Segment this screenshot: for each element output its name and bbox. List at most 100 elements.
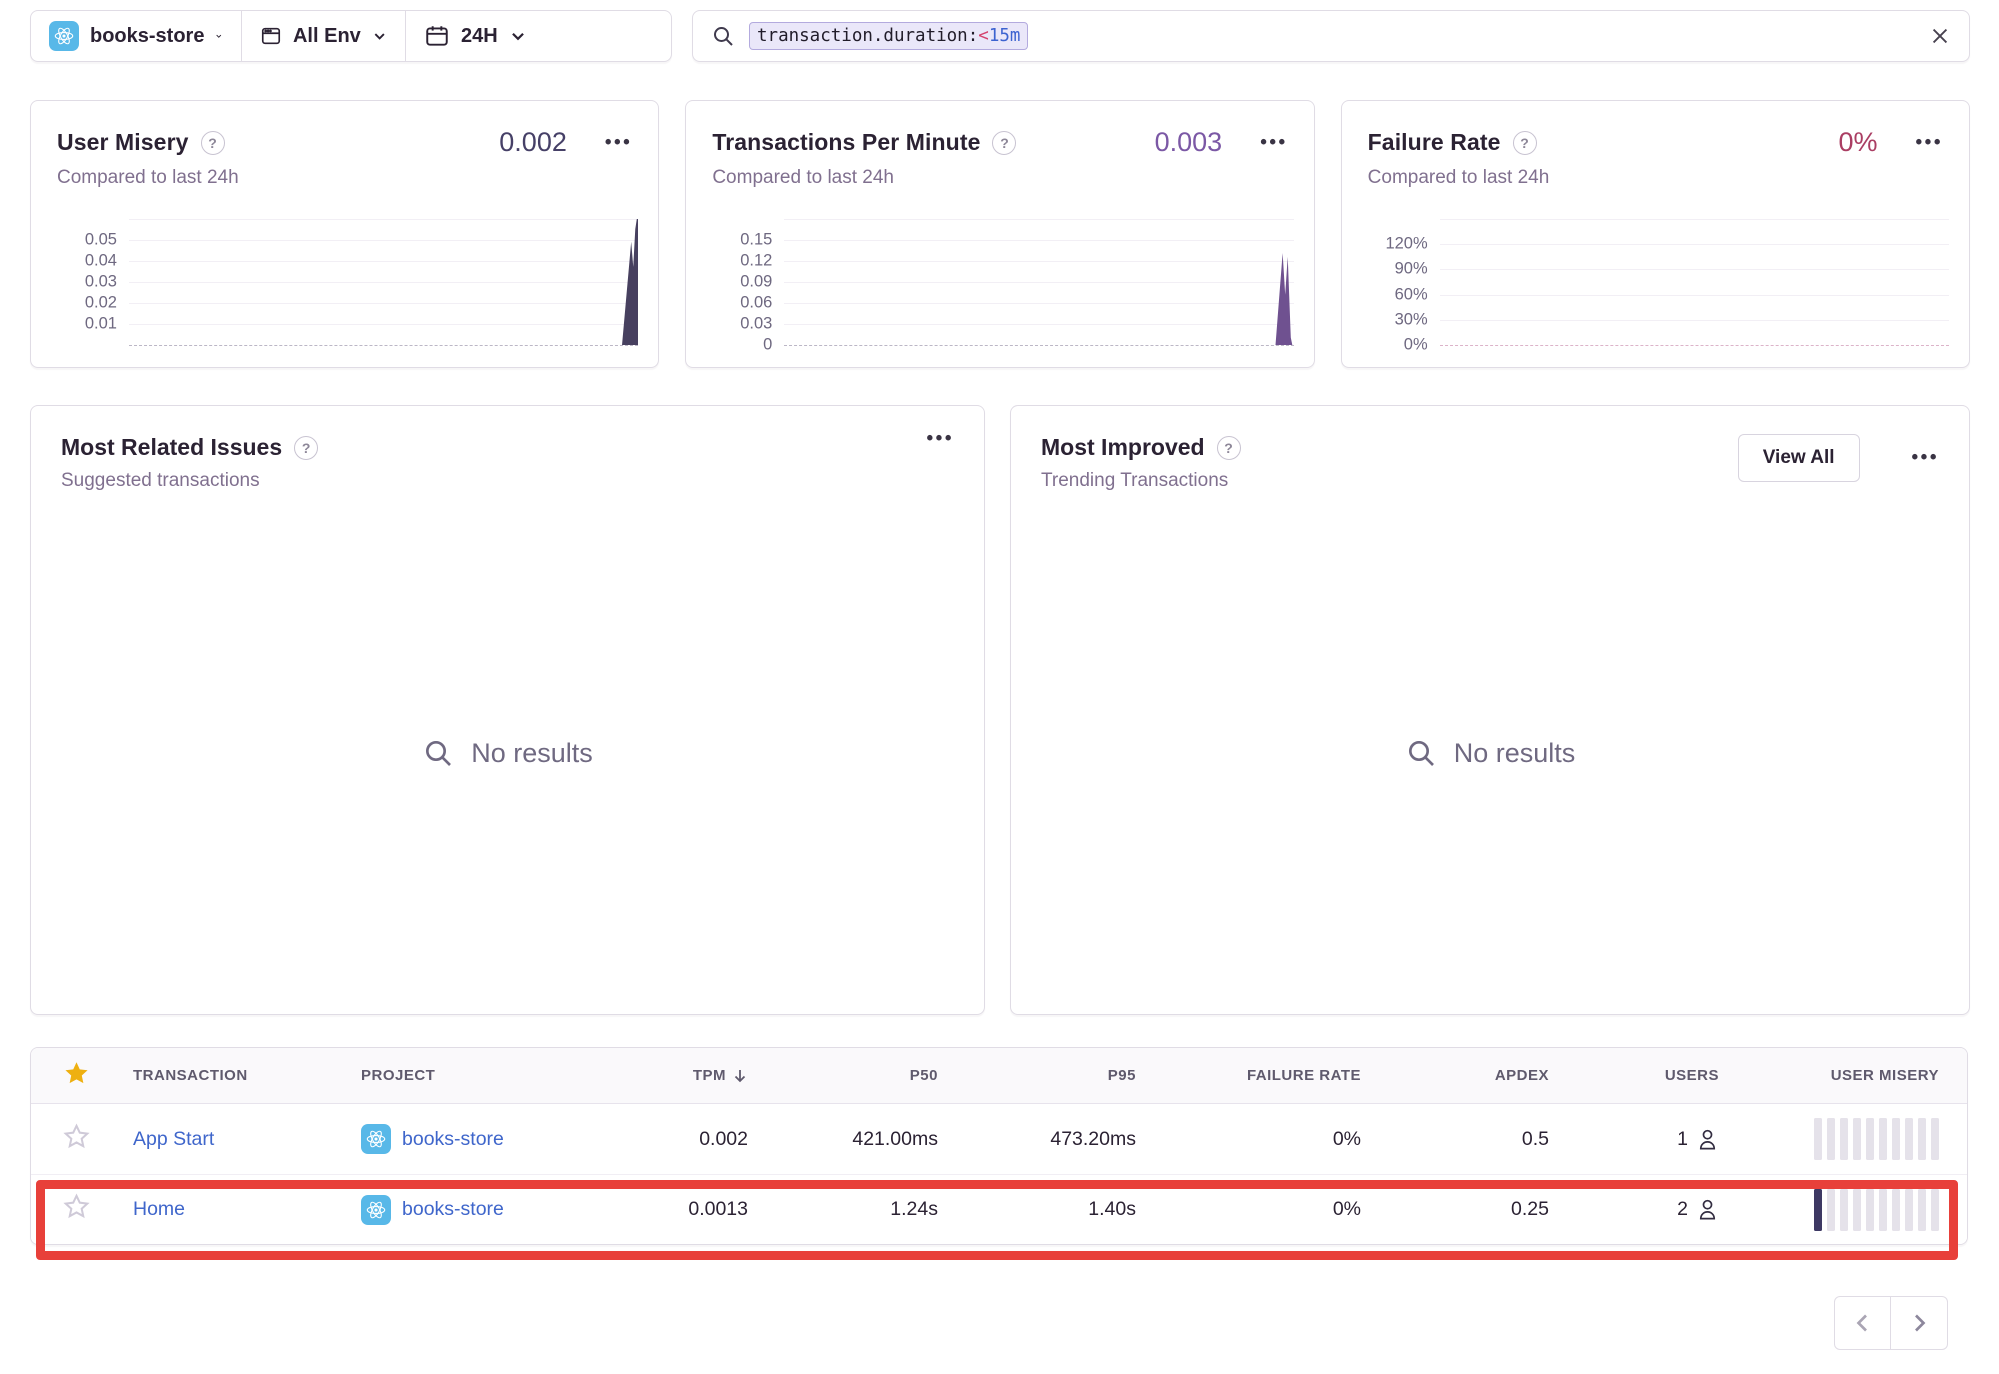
misery-bar [1918,1188,1926,1231]
failure-rate-value: 0% [1332,1198,1361,1220]
user-icon [1699,1129,1716,1149]
col-failure-rate[interactable]: FAILURE RATE [1246,1067,1361,1084]
page-filter-bar: books-store All Env 24H transaction.dura… [30,10,1970,62]
user-misery-bars [1814,1118,1967,1160]
col-transaction[interactable]: TRANSACTION [133,1067,248,1084]
y-axis-tick-label: 0.12 [740,251,773,270]
chart-gridline [129,219,639,220]
browser-window-icon [261,27,281,45]
project-link[interactable]: books-store [402,1127,504,1150]
chart-previous-period-baseline [129,345,639,346]
card-menu-ellipsis-icon[interactable]: ••• [1915,131,1943,153]
panel-menu-ellipsis-icon[interactable]: ••• [1911,447,1939,468]
card-chart-yaxis: 120% 90% 60% 30% 0% [1366,219,1440,354]
view-all-button[interactable]: View All [1737,434,1860,482]
misery-bar [1905,1188,1913,1231]
col-apdex[interactable]: APDEX [1494,1067,1549,1084]
col-user-misery[interactable]: USER MISERY [1830,1067,1939,1084]
card-transactions-per-minute: Transactions Per Minute ? 0.003 ••• Comp… [685,100,1315,368]
favorite-star-icon[interactable] [62,1193,90,1220]
environment-name: All Env [292,24,361,47]
misery-bar [1931,1188,1939,1231]
chart-gridline [784,303,1294,304]
misery-bar [1853,1118,1861,1160]
search-token[interactable]: transaction.duration:<15m [749,22,1029,50]
row-favorite-toggle[interactable] [62,1122,90,1156]
y-axis-tick-label: 0.02 [84,293,117,312]
col-p50[interactable]: P50 [909,1067,938,1084]
card-chart-yaxis: 0.05 0.04 0.03 0.02 0.01 [55,219,129,345]
favorite-column-header[interactable] [63,1060,90,1091]
tpm-value: 0.002 [699,1127,748,1150]
chart-gridline [129,324,639,325]
misery-bar [1814,1188,1822,1231]
panel-title: Most Related Issues [61,434,283,460]
gold-star-icon [64,1062,88,1084]
chart-series-area [1275,253,1294,345]
table-row: App Start books-store 0.002 421.00ms 473.20m… [31,1104,1967,1174]
transaction-link[interactable]: Home [133,1198,186,1220]
card-sparkline-chart: 120% 90% 60% 30% 0% [1366,219,1949,354]
card-subtitle: Compared to last 24h [712,167,894,188]
project-selector[interactable]: books-store [31,11,241,61]
card-menu-ellipsis-icon[interactable]: ••• [604,131,633,153]
card-sparkline-chart: 0.05 0.04 0.03 0.02 0.01 [55,219,639,346]
panel-most-improved: Most Improved ? Trending Transactions Vi… [1010,405,1970,1015]
apdex-value: 0.5 [1521,1127,1549,1150]
col-tpm-label: TPM [692,1067,726,1084]
row-favorite-toggle[interactable] [62,1193,90,1226]
chevron-down-icon [511,32,524,41]
chart-previous-period-baseline [1439,345,1949,346]
pagination [1834,1296,1948,1350]
user-icon [1699,1199,1716,1220]
chart-gridline [784,324,1294,325]
y-axis-tick-label: 60% [1394,285,1428,304]
search-icon [1408,741,1434,766]
chart-gridline [129,282,639,283]
card-subtitle: Compared to last 24h [1367,167,1550,188]
date-range-selector[interactable]: 24H [406,11,545,61]
project-cell: books-store [351,1194,504,1225]
col-tpm[interactable]: TPM [693,1067,776,1084]
misery-bar [1866,1188,1874,1231]
p50-value: 421.00ms [852,1127,938,1150]
misery-bar [1905,1118,1913,1160]
transaction-link[interactable]: App Start [133,1127,215,1150]
clear-search-icon[interactable] [1929,25,1951,47]
help-icon[interactable]: ? [200,130,225,155]
favorite-star-icon[interactable] [62,1122,90,1150]
search-bar[interactable]: transaction.duration:<15m [692,10,1970,62]
project-link[interactable]: books-store [402,1198,504,1220]
card-subtitle: Compared to last 24h [57,167,239,188]
environment-selector[interactable]: All Env [242,11,405,61]
previous-page-button[interactable] [1834,1296,1891,1350]
card-menu-ellipsis-icon[interactable]: ••• [1260,131,1288,153]
y-axis-tick-label: 120% [1385,234,1428,253]
chart-gridline [1439,319,1949,321]
panel-menu-ellipsis-icon[interactable]: ••• [926,428,954,449]
help-icon[interactable]: ? [1512,130,1537,155]
help-icon[interactable]: ? [1216,435,1241,460]
misery-bar [1853,1188,1861,1231]
y-axis-tick-label: 0 [763,335,773,354]
col-project[interactable]: PROJECT [361,1067,436,1084]
chart-gridline [1439,269,1949,271]
table-header: TRANSACTION PROJECT TPM P50 P95 FAILURE … [31,1048,1967,1104]
sort-arrow-down-icon [734,1069,746,1082]
react-platform-icon [361,1194,391,1225]
col-p95[interactable]: P95 [1107,1067,1136,1084]
col-users[interactable]: USERS [1664,1067,1719,1084]
help-icon[interactable]: ? [294,435,319,460]
y-axis-tick-label: 0% [1403,335,1428,354]
chart-gridline [1439,244,1949,246]
chart-gridline [1439,294,1949,296]
y-axis-tick-label: 0.05 [84,230,117,249]
search-token-value: 15m [988,26,1021,46]
filter-group: books-store All Env 24H [30,10,672,62]
help-icon[interactable]: ? [992,130,1017,155]
next-page-button[interactable] [1891,1296,1948,1350]
card-title: Failure Rate [1367,129,1501,155]
users-value: 1 [1677,1127,1747,1152]
p95-value: 1.40s [1088,1198,1136,1220]
misery-bar [1918,1118,1926,1160]
